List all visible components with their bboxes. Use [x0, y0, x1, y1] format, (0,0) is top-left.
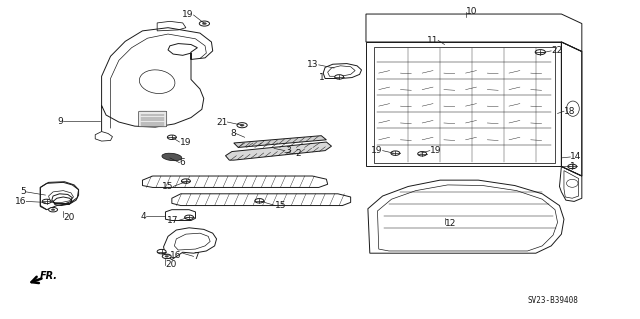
Text: 13: 13: [307, 60, 319, 69]
Text: 1: 1: [319, 73, 325, 82]
Circle shape: [535, 50, 545, 55]
Text: 16: 16: [170, 251, 181, 260]
Text: 19: 19: [371, 146, 383, 155]
Text: FR.: FR.: [40, 271, 58, 281]
Circle shape: [163, 254, 172, 259]
Text: 9: 9: [58, 117, 63, 126]
Circle shape: [237, 123, 247, 128]
Text: 17: 17: [167, 216, 178, 225]
Text: 16: 16: [15, 197, 26, 206]
Circle shape: [202, 23, 207, 25]
Text: 6: 6: [179, 158, 185, 167]
Text: 21: 21: [216, 117, 227, 127]
Text: 5: 5: [20, 187, 26, 197]
Circle shape: [184, 215, 193, 219]
Circle shape: [418, 152, 427, 156]
Text: 11: 11: [427, 36, 438, 45]
Text: 8: 8: [230, 129, 236, 138]
Text: 19: 19: [182, 11, 193, 19]
Text: 15: 15: [275, 201, 287, 210]
Text: 19: 19: [430, 146, 442, 155]
Text: 22: 22: [551, 46, 563, 56]
Text: 4: 4: [141, 211, 147, 220]
Text: 20: 20: [166, 260, 177, 270]
Circle shape: [42, 199, 51, 204]
Ellipse shape: [162, 153, 182, 161]
Circle shape: [181, 179, 190, 183]
Text: 2: 2: [296, 149, 301, 158]
Text: 1: 1: [570, 162, 576, 171]
Text: 14: 14: [570, 152, 582, 161]
Circle shape: [335, 75, 344, 79]
Text: 10: 10: [466, 7, 477, 16]
Circle shape: [49, 207, 58, 212]
Circle shape: [168, 135, 176, 139]
Text: 12: 12: [445, 219, 456, 228]
Circle shape: [391, 151, 400, 155]
Text: 3: 3: [285, 146, 291, 155]
Circle shape: [157, 249, 166, 254]
Text: 15: 15: [162, 182, 173, 191]
Text: 18: 18: [564, 107, 575, 116]
Text: 20: 20: [63, 213, 75, 222]
Circle shape: [51, 209, 55, 211]
Circle shape: [568, 164, 577, 169]
Circle shape: [165, 256, 168, 257]
Text: 19: 19: [179, 137, 191, 146]
Circle shape: [255, 198, 264, 203]
Text: SV23-B39408: SV23-B39408: [528, 296, 579, 305]
Polygon shape: [234, 136, 326, 147]
Text: 7: 7: [193, 252, 199, 261]
Circle shape: [240, 124, 244, 126]
Polygon shape: [225, 142, 332, 160]
FancyBboxPatch shape: [139, 111, 167, 127]
Circle shape: [199, 21, 209, 26]
